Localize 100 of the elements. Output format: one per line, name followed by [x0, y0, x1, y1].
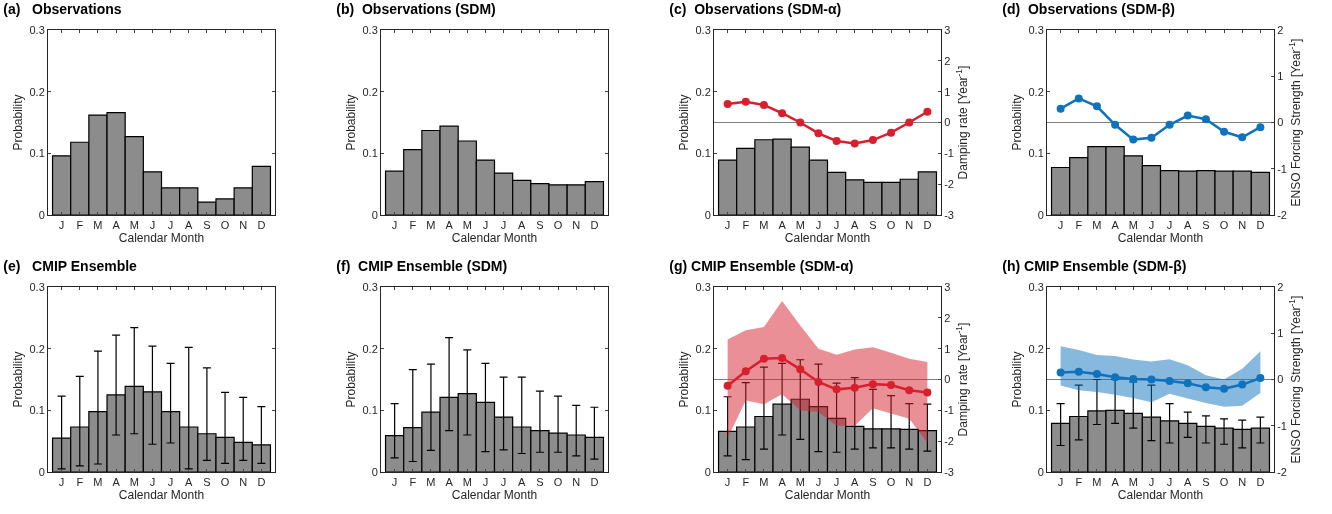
- x-tick-label: A: [851, 476, 860, 489]
- y2-tick-label: 1: [944, 85, 951, 98]
- x-tick-label: D: [257, 476, 266, 489]
- x-tick-label: M: [795, 219, 805, 232]
- point: [1220, 127, 1229, 136]
- x-tick-label: J: [833, 219, 840, 232]
- x-tick-label: A: [185, 219, 194, 232]
- x-tick-label: J: [1166, 476, 1173, 489]
- point: [868, 380, 877, 389]
- x-tick-label: A: [1111, 476, 1120, 489]
- x-tick-label: J: [815, 219, 822, 232]
- y2-tick-label: -1: [1277, 162, 1287, 175]
- y-tick-label: 0.1: [29, 147, 45, 160]
- x-tick-label: J: [58, 476, 65, 489]
- x-tick-label: J: [167, 219, 174, 232]
- x-tick-label: J: [1148, 219, 1155, 232]
- point: [1147, 133, 1156, 142]
- y-tick-label: 0: [704, 465, 711, 478]
- y2-tick-label: -2: [1277, 208, 1287, 221]
- x-tick-label: J: [500, 219, 507, 232]
- x-tick-label: D: [590, 219, 599, 232]
- y-axis-title: Probability: [1009, 351, 1024, 408]
- x-tick-label: J: [482, 476, 489, 489]
- x-tick-label: M: [93, 219, 103, 232]
- y-tick-label: 0.3: [29, 280, 45, 293]
- chart-title: (f) CMIP Ensemble (SDM): [336, 257, 508, 274]
- x-tick-label: N: [239, 219, 248, 232]
- x-tick-label: F: [1075, 219, 1083, 232]
- x-tick-label: O: [220, 476, 230, 489]
- x-tick-label: N: [1238, 476, 1247, 489]
- point: [814, 129, 823, 138]
- x-tick-label: M: [462, 476, 472, 489]
- point: [923, 107, 932, 116]
- x-tick-label: M: [759, 476, 769, 489]
- x-tick-label: A: [112, 476, 121, 489]
- x-tick-label: S: [536, 219, 544, 232]
- x-tick-label: J: [500, 476, 507, 489]
- x-axis-title: Calendar Month: [118, 231, 205, 246]
- x-tick-label: J: [149, 476, 156, 489]
- y2-tick-label: -3: [944, 208, 954, 221]
- point: [759, 100, 768, 109]
- point: [1056, 104, 1065, 113]
- x-tick-label: J: [149, 219, 156, 232]
- x-tick-label: N: [239, 476, 248, 489]
- x-tick-label: A: [185, 476, 194, 489]
- x-axis-title: Calendar Month: [784, 488, 871, 503]
- point: [1129, 375, 1138, 384]
- point: [905, 386, 914, 395]
- chart-title: (c) Observations (SDM-α): [669, 0, 842, 17]
- y2-tick-label: -1: [944, 147, 954, 160]
- x-tick-label: D: [257, 219, 266, 232]
- y-tick-label: 0: [704, 208, 711, 221]
- x-tick-label: J: [833, 476, 840, 489]
- x-tick-label: O: [1219, 476, 1229, 489]
- point: [759, 354, 768, 363]
- x-tick-label: S: [203, 219, 211, 232]
- point: [1183, 379, 1192, 388]
- y-tick-label: 0: [371, 208, 378, 221]
- x-tick-label: S: [869, 476, 877, 489]
- y-tick-label: 0: [371, 465, 378, 478]
- x-tick-label: J: [58, 219, 65, 232]
- x-tick-label: M: [1092, 476, 1102, 489]
- point: [1074, 367, 1083, 376]
- x-tick-label: A: [778, 219, 787, 232]
- point: [778, 353, 787, 362]
- chart-title: (g) CMIP Ensemble (SDM-α): [669, 257, 854, 274]
- x-tick-label: M: [795, 476, 805, 489]
- y-axis-title: Probability: [676, 351, 691, 408]
- x-axis-title: Calendar Month: [451, 488, 538, 503]
- point: [723, 381, 732, 390]
- x-tick-label: F: [76, 219, 84, 232]
- point: [796, 365, 805, 374]
- x-tick-label: F: [742, 476, 750, 489]
- y-tick-label: 0.3: [29, 23, 45, 36]
- x-tick-label: M: [129, 219, 139, 232]
- x-tick-label: M: [426, 219, 436, 232]
- y-tick-label: 0: [1037, 465, 1044, 478]
- x-tick-label: A: [851, 219, 860, 232]
- point: [887, 381, 896, 390]
- point: [814, 377, 823, 386]
- x-tick-label: O: [886, 219, 896, 232]
- x-tick-label: M: [462, 219, 472, 232]
- point: [741, 367, 750, 376]
- y2-tick-label: 2: [944, 311, 951, 324]
- x-axis-title: Calendar Month: [118, 488, 205, 503]
- x-tick-label: N: [572, 219, 581, 232]
- chart-title: (b) Observations (SDM): [336, 0, 496, 17]
- x-tick-label: F: [76, 476, 84, 489]
- y-tick-label: 0.3: [362, 280, 378, 293]
- x-tick-label: J: [391, 476, 398, 489]
- y-axis-title: Probability: [10, 351, 25, 408]
- x-tick-label: M: [426, 476, 436, 489]
- x-tick-label: J: [391, 219, 398, 232]
- y-tick-label: 0.2: [695, 342, 711, 355]
- x-tick-label: O: [1219, 219, 1229, 232]
- x-tick-label: J: [1166, 219, 1173, 232]
- x-tick-label: D: [590, 476, 599, 489]
- x-tick-label: M: [1128, 219, 1138, 232]
- x-tick-label: J: [724, 219, 731, 232]
- x-tick-label: J: [724, 476, 731, 489]
